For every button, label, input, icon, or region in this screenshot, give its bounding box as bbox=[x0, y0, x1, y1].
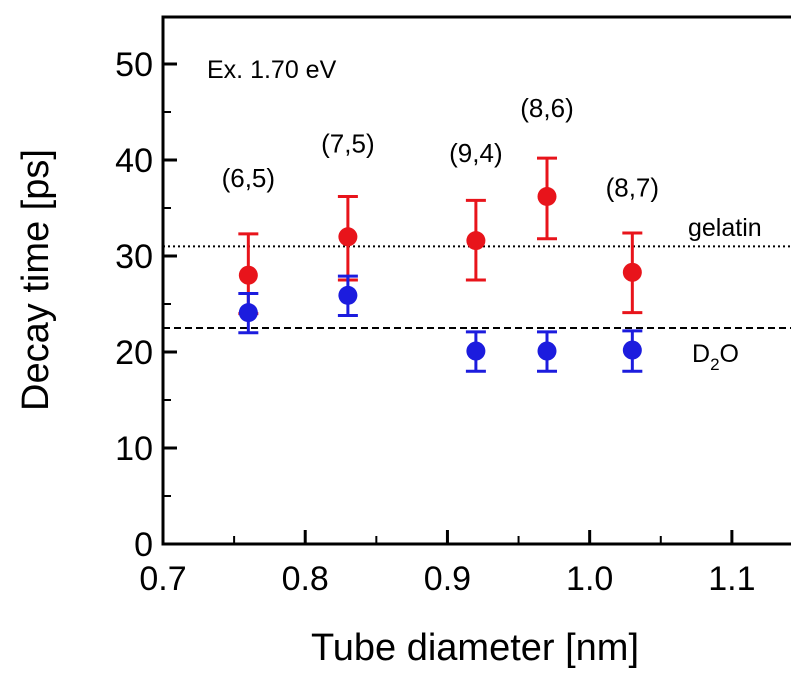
data-point-1-1 bbox=[338, 285, 358, 305]
x-tick-label-4: 1.1 bbox=[708, 560, 755, 598]
chirality-label-3: (8,6) bbox=[520, 93, 573, 123]
x-axis-label: Tube diameter [nm] bbox=[311, 627, 639, 669]
y-tick-label-4: 40 bbox=[115, 142, 153, 180]
y-tick-label-5: 50 bbox=[115, 46, 153, 84]
y-tick-label-3: 30 bbox=[115, 238, 153, 276]
data-point-0-1 bbox=[338, 227, 358, 247]
y-tick-label-1: 10 bbox=[115, 430, 153, 468]
d2o-label: D2O bbox=[692, 340, 739, 374]
chirality-label-1: (7,5) bbox=[321, 128, 374, 158]
chirality-label-0: (6,5) bbox=[222, 163, 275, 193]
data-point-1-3 bbox=[537, 341, 557, 361]
x-tick-label-2: 0.9 bbox=[424, 560, 471, 598]
y-tick-label-0: 0 bbox=[134, 526, 153, 564]
d2o-label-tail: O bbox=[720, 340, 739, 368]
data-points bbox=[238, 186, 642, 361]
x-tick-label-0: 0.7 bbox=[139, 560, 186, 598]
data-point-1-2 bbox=[466, 341, 486, 361]
data-point-0-3 bbox=[537, 186, 557, 206]
data-point-0-0 bbox=[238, 265, 258, 285]
data-point-1-0 bbox=[238, 303, 258, 323]
data-point-0-4 bbox=[622, 262, 642, 282]
data-point-1-4 bbox=[622, 340, 642, 360]
chirality-labels: (6,5) (7,5) (9,4) (8,6) (8,7) bbox=[222, 93, 659, 203]
d2o-label-main: D bbox=[692, 340, 710, 368]
x-tick-label-3: 1.0 bbox=[566, 560, 613, 598]
excitation-label: Ex. 1.70 eV bbox=[207, 56, 337, 84]
d2o-label-sub: 2 bbox=[710, 355, 719, 374]
error-bars bbox=[238, 156, 643, 373]
data-point-0-2 bbox=[466, 231, 486, 251]
gelatin-label: gelatin bbox=[688, 214, 762, 242]
x-tick-label-1: 0.8 bbox=[282, 560, 329, 598]
x-axis-ticks: 0.7 0.8 0.9 1.0 1.1 bbox=[139, 530, 756, 598]
chirality-label-4: (8,7) bbox=[606, 172, 659, 202]
y-axis-ticks: 0 10 20 30 40 50 bbox=[115, 46, 177, 564]
chirality-label-2: (9,4) bbox=[449, 138, 502, 168]
plot-frame bbox=[161, 15, 791, 546]
y-tick-label-2: 20 bbox=[115, 334, 153, 372]
y-axis-label: Decay time [ps] bbox=[15, 149, 57, 411]
